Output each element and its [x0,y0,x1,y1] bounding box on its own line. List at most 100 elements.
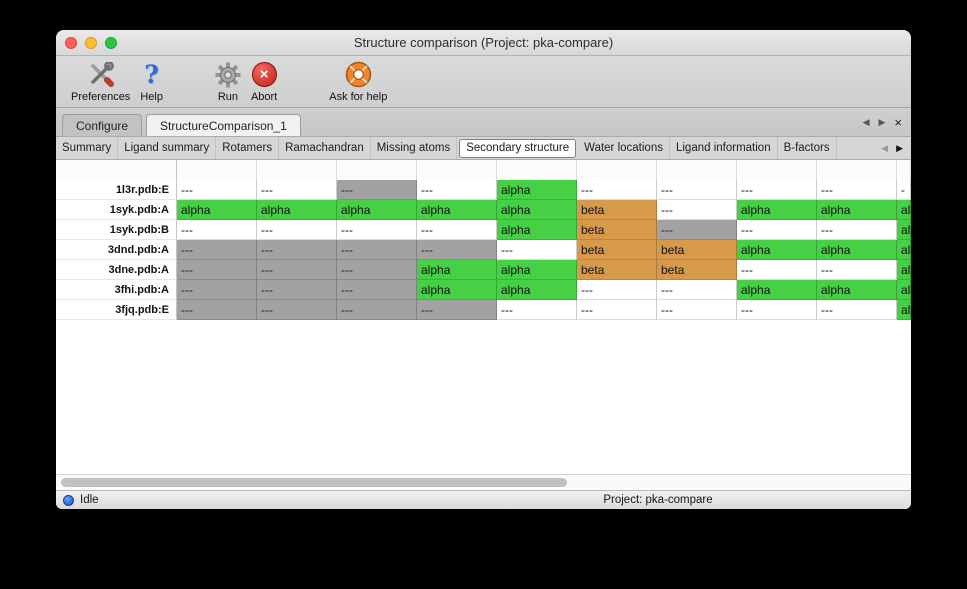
table-cell[interactable]: beta [577,200,657,220]
table-cell[interactable]: beta [657,240,737,260]
scrollbar-thumb[interactable] [61,478,567,487]
subtab-water-locations[interactable]: Water locations [578,137,670,159]
table-cell[interactable]: alpha [337,200,417,220]
toolbar-button-preferences[interactable]: Preferences [66,58,135,106]
table-cell[interactable]: alpha [737,280,817,300]
table-cell[interactable]: --- [737,220,817,240]
table-cell[interactable]: --- [657,220,737,240]
table-cell[interactable]: --- [257,220,337,240]
table-cell[interactable]: --- [737,300,817,320]
table-cell[interactable]: alpha [817,200,897,220]
table-cell[interactable]: --- [657,280,737,300]
tab-next-icon[interactable]: ▶ [878,116,886,127]
tab-configure[interactable]: Configure [62,114,143,136]
table-cell[interactable]: --- [417,240,497,260]
table-cell[interactable]: --- [257,280,337,300]
table-cell[interactable]: alpha [817,240,897,260]
table-cell[interactable]: --- [177,280,257,300]
table-cell[interactable]: --- [817,220,897,240]
table-cell[interactable]: alpha [177,200,257,220]
row-header-3dnd-pdb-a[interactable]: 3dnd.pdb:A [56,240,177,260]
row-header-3fhi-pdb-a[interactable]: 3fhi.pdb:A [56,280,177,300]
table-cell[interactable]: --- [417,300,497,320]
table-cell[interactable]: - [897,180,911,200]
table-cell[interactable]: --- [177,260,257,280]
table-cell[interactable]: --- [657,300,737,320]
subtab-ligand-information[interactable]: Ligand information [670,137,778,159]
row-header-3fjq-pdb-e[interactable]: 3fjq.pdb:E [56,300,177,320]
table-cell[interactable]: alpha [497,200,577,220]
toolbar-button-help[interactable]: ? Help [135,58,168,106]
table-cell[interactable]: --- [417,180,497,200]
table-cell[interactable]: al [897,220,911,240]
row-header-1l3r-pdb-e[interactable]: 1l3r.pdb:E [56,180,177,200]
table-cell[interactable]: --- [337,260,417,280]
table-cell[interactable]: al [897,240,911,260]
table-cell[interactable]: alpha [257,200,337,220]
subtab-b-factors[interactable]: B-factors [778,137,837,159]
table-cell[interactable]: alpha [737,200,817,220]
subtab-rotamers[interactable]: Rotamers [216,137,280,159]
table-cell[interactable]: alpha [417,200,497,220]
table-cell[interactable]: --- [657,200,737,220]
tab-structurecomparison-1[interactable]: StructureComparison_1 [146,114,301,136]
table-cell[interactable]: beta [577,240,657,260]
close-button[interactable] [65,37,77,49]
toolbar-button-run[interactable]: Run [210,58,246,106]
table-cell[interactable]: beta [577,260,657,280]
row-header-1syk-pdb-b[interactable]: 1syk.pdb:B [56,220,177,240]
table-cell[interactable]: --- [737,260,817,280]
table-cell[interactable]: --- [497,300,577,320]
subtab-ramachandran[interactable]: Ramachandran [279,137,371,159]
table-cell[interactable]: --- [337,300,417,320]
toolbar-button-abort[interactable]: × Abort [246,58,282,106]
subtab-missing-atoms[interactable]: Missing atoms [371,137,458,159]
table-cell[interactable]: --- [337,220,417,240]
minimize-button[interactable] [85,37,97,49]
table-cell[interactable]: beta [577,220,657,240]
table-cell[interactable]: alpha [417,280,497,300]
table-cell[interactable]: beta [657,260,737,280]
table-cell[interactable]: --- [177,240,257,260]
table-cell[interactable]: --- [257,180,337,200]
table-cell[interactable]: --- [337,280,417,300]
subtab-next-icon[interactable]: ▶ [896,142,903,153]
table-cell[interactable]: --- [337,180,417,200]
tab-close-icon[interactable]: × [894,114,902,130]
table-cell[interactable]: alpha [497,260,577,280]
table-cell[interactable]: --- [417,220,497,240]
table-cell[interactable]: alpha [497,280,577,300]
table-cell[interactable]: --- [337,240,417,260]
subtab-prev-icon[interactable]: ◀ [881,142,889,153]
horizontal-scrollbar[interactable] [56,474,911,490]
table-cell[interactable]: --- [257,300,337,320]
table-cell[interactable]: --- [737,180,817,200]
table-cell[interactable]: al [897,280,911,300]
table-cell[interactable]: alpha [737,240,817,260]
table-cell[interactable]: alpha [817,280,897,300]
table-cell[interactable]: alpha [417,260,497,280]
table-cell[interactable]: --- [817,260,897,280]
row-header-3dne-pdb-a[interactable]: 3dne.pdb:A [56,260,177,280]
table-cell[interactable]: --- [257,260,337,280]
table-cell[interactable]: al [897,300,911,320]
table-cell[interactable]: --- [817,300,897,320]
table-cell[interactable]: --- [817,180,897,200]
subtab-ligand-summary[interactable]: Ligand summary [118,137,217,159]
table-cell[interactable]: alpha [497,220,577,240]
table-cell[interactable]: --- [657,180,737,200]
table-cell[interactable]: alpha [497,180,577,200]
table-cell[interactable]: --- [497,240,577,260]
subtab-secondary-structure[interactable]: Secondary structure [459,138,577,158]
table-cell[interactable]: --- [577,300,657,320]
subtab-summary[interactable]: Summary [56,137,119,159]
table-cell[interactable]: --- [577,180,657,200]
table-cell[interactable]: --- [177,180,257,200]
row-header-1syk-pdb-a[interactable]: 1syk.pdb:A [56,200,177,220]
table-cell[interactable]: al [897,200,911,220]
table-cell[interactable]: al [897,260,911,280]
table-cell[interactable]: --- [577,280,657,300]
zoom-button[interactable] [105,37,117,49]
tab-prev-icon[interactable]: ◀ [862,116,870,127]
table-cell[interactable]: --- [257,240,337,260]
